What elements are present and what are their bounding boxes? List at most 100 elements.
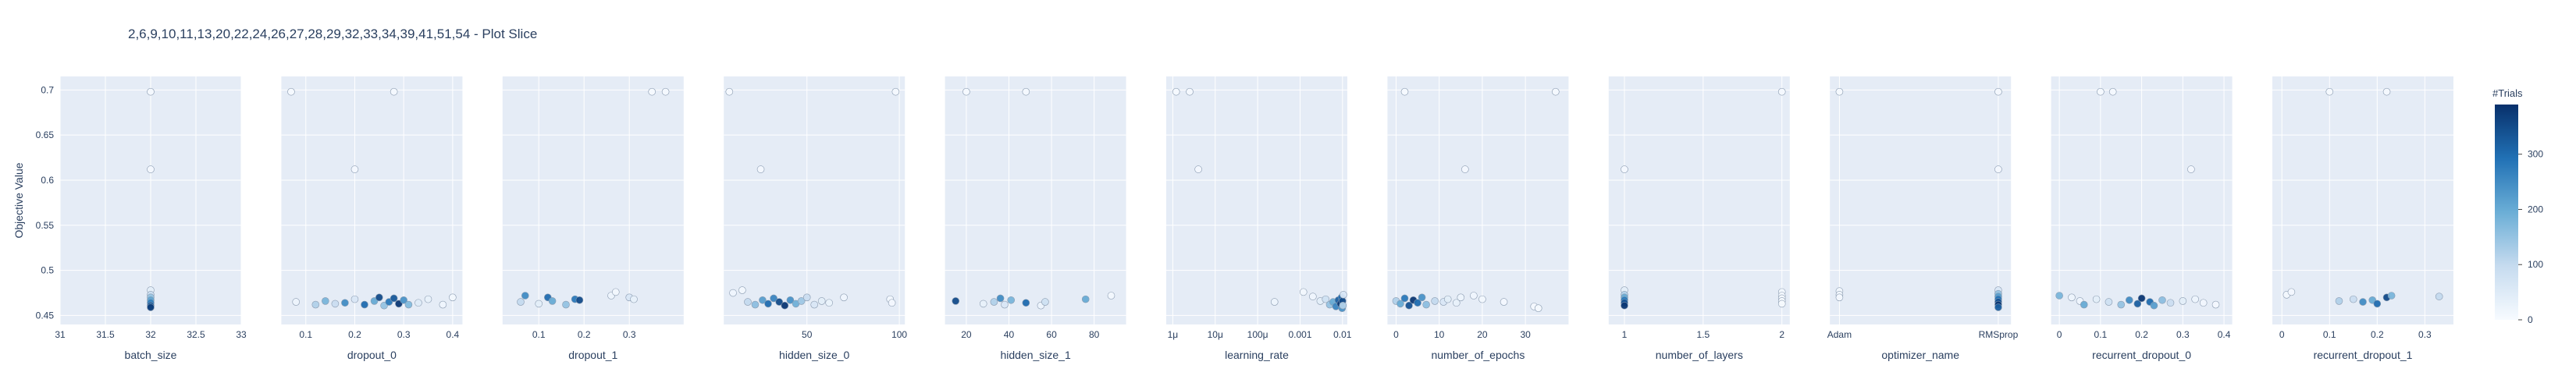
data-point bbox=[1443, 295, 1452, 303]
panel-number-of-layers: 1 1.5 2 number_of_layers bbox=[1608, 76, 1790, 361]
x-tick-label: 10 bbox=[1434, 329, 1445, 340]
data-point bbox=[2179, 297, 2187, 305]
plot-area bbox=[945, 76, 1126, 324]
data-point bbox=[751, 300, 760, 309]
data-point bbox=[2211, 300, 2220, 309]
data-point bbox=[1299, 288, 1308, 296]
data-point bbox=[2191, 295, 2199, 303]
data-point bbox=[322, 297, 329, 305]
x-axis-label: dropout_1 bbox=[568, 349, 617, 361]
y-tick-label: 0.65 bbox=[36, 129, 55, 140]
x-axis-label: recurrent_dropout_1 bbox=[2314, 349, 2413, 361]
data-point bbox=[287, 87, 295, 96]
panel-number-of-epochs: 0 10 20 30 number_of_epochs bbox=[1387, 76, 1569, 361]
data-point bbox=[770, 294, 777, 303]
colorbar-tick-label: 300 bbox=[2528, 149, 2543, 160]
data-point bbox=[1994, 165, 2002, 173]
colorbar: #Trials 0 100 200 300 bbox=[2492, 87, 2543, 325]
data-point bbox=[1022, 87, 1030, 96]
colorbar-gradient bbox=[2495, 105, 2518, 320]
panel-optimizer-name: Adam RMSprop optimizer_name bbox=[1827, 76, 2019, 361]
data-point bbox=[840, 293, 848, 302]
plot-area bbox=[1387, 76, 1569, 324]
data-point bbox=[1457, 293, 1465, 302]
data-point bbox=[1621, 165, 1628, 173]
data-point bbox=[2117, 300, 2126, 309]
data-point bbox=[2187, 165, 2195, 173]
data-point bbox=[630, 295, 638, 303]
colorbar-tick-label: 0 bbox=[2528, 314, 2533, 325]
data-point bbox=[1001, 300, 1009, 309]
x-axis-label: number_of_epochs bbox=[1431, 349, 1525, 361]
data-point bbox=[979, 300, 987, 308]
x-tick-label: 0.1 bbox=[2323, 329, 2336, 340]
y-tick-label: 0.5 bbox=[41, 265, 54, 276]
x-tick-label: 50 bbox=[802, 329, 813, 340]
data-point bbox=[611, 288, 620, 296]
x-tick-label: 31.5 bbox=[96, 329, 115, 340]
data-point bbox=[1340, 291, 1347, 299]
x-tick-label: 0.2 bbox=[2371, 329, 2384, 340]
data-point bbox=[1270, 298, 1279, 306]
x-tick-label: 0.1 bbox=[299, 329, 312, 340]
x-tick-label: 0.3 bbox=[397, 329, 411, 340]
panel-hidden-size-1: 20 40 60 80 hidden_size_1 bbox=[945, 76, 1126, 361]
data-point bbox=[361, 300, 368, 309]
x-axis-label: recurrent_dropout_0 bbox=[2092, 349, 2191, 361]
data-point bbox=[725, 87, 734, 96]
data-point bbox=[2105, 298, 2113, 306]
x-tick-label: 33 bbox=[236, 329, 247, 340]
x-axis-label: optimizer_name bbox=[1881, 349, 1959, 361]
y-tick-label: 0.45 bbox=[36, 310, 55, 321]
data-point bbox=[2158, 296, 2166, 304]
data-point bbox=[738, 286, 746, 294]
plot-area bbox=[1166, 76, 1347, 324]
data-point bbox=[1397, 300, 1404, 308]
panel-recurrent-dropout-1: 0 0.1 0.2 0.3 recurrent_dropout_1 bbox=[2272, 76, 2453, 361]
data-point bbox=[996, 294, 1005, 303]
data-point bbox=[2325, 87, 2334, 96]
data-point bbox=[424, 295, 432, 303]
panel-dropout-1: 0.1 0.2 0.3 dropout_1 bbox=[502, 76, 684, 361]
data-point bbox=[1777, 87, 1786, 96]
data-point bbox=[2382, 87, 2391, 96]
data-point bbox=[2125, 296, 2133, 304]
data-point bbox=[1194, 165, 1202, 173]
data-point bbox=[2373, 300, 2382, 308]
x-tick-label: 20 bbox=[961, 329, 972, 340]
x-tick-label: 40 bbox=[1004, 329, 1015, 340]
data-point bbox=[2150, 301, 2158, 310]
x-axis-label: hidden_size_0 bbox=[779, 349, 850, 361]
data-point bbox=[517, 298, 525, 306]
x-tick-label: 32.5 bbox=[187, 329, 205, 340]
x-tick-label: RMSprop bbox=[1979, 329, 2019, 340]
data-point bbox=[400, 296, 407, 304]
x-axis-label: number_of_layers bbox=[1656, 349, 1743, 361]
plot-area bbox=[2272, 76, 2453, 324]
plot-area bbox=[1830, 76, 2012, 324]
data-point bbox=[2199, 299, 2208, 307]
data-point bbox=[292, 298, 301, 306]
x-tick-label: 0.4 bbox=[447, 329, 460, 340]
data-point bbox=[1500, 298, 1508, 306]
x-tick-label: 31 bbox=[55, 329, 66, 340]
data-point bbox=[1534, 304, 1542, 312]
data-point bbox=[729, 289, 737, 297]
data-point bbox=[331, 300, 340, 308]
data-point bbox=[744, 298, 752, 306]
data-point bbox=[1022, 299, 1030, 307]
data-point bbox=[825, 299, 833, 307]
data-point bbox=[1422, 300, 1430, 309]
data-point bbox=[2055, 292, 2063, 300]
x-tick-label: 100 bbox=[891, 329, 907, 340]
x-tick-label: 0.001 bbox=[1288, 329, 1311, 340]
data-point bbox=[1007, 296, 1016, 304]
x-tick-label: 20 bbox=[1477, 329, 1488, 340]
data-point bbox=[1835, 293, 1844, 302]
data-point bbox=[1461, 165, 1469, 173]
x-tick-label: 0 bbox=[2279, 329, 2285, 340]
data-point bbox=[1322, 295, 1329, 303]
data-point bbox=[562, 300, 570, 309]
data-point bbox=[661, 87, 670, 96]
x-tick-label: 0.2 bbox=[578, 329, 591, 340]
